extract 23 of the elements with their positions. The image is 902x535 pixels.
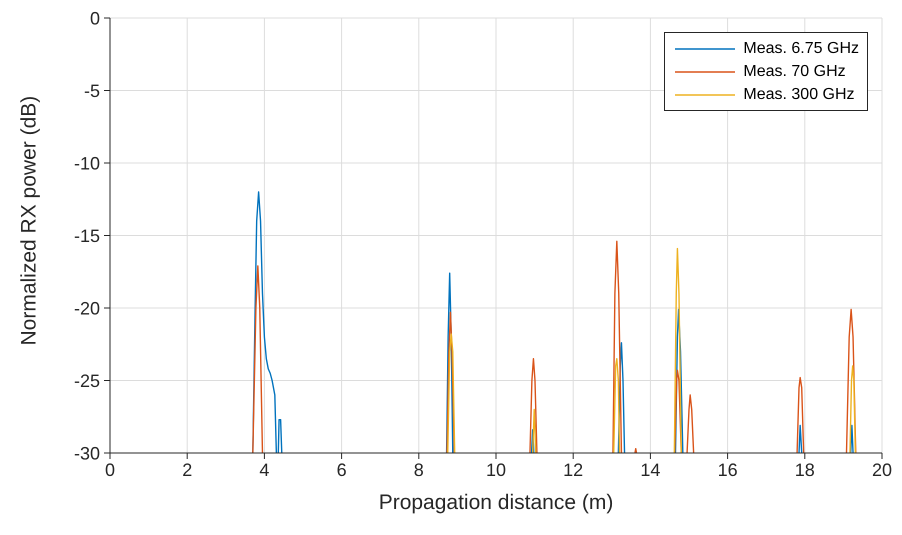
legend-label: Meas. 300 GHz <box>743 86 855 104</box>
legend-label: Meas. 70 GHz <box>743 62 846 80</box>
y-tick-label: 0 <box>90 8 100 28</box>
x-tick-label: 20 <box>872 460 892 480</box>
x-tick-label: 18 <box>794 460 815 480</box>
y-tick-label: -5 <box>84 80 100 101</box>
y-tick-label: -30 <box>74 443 100 464</box>
x-tick-label: 4 <box>259 460 270 480</box>
x-tick-label: 14 <box>640 460 660 480</box>
y-tick-label: -10 <box>74 153 100 174</box>
y-tick-label: -15 <box>74 226 100 246</box>
legend-label: Meas. 6.75 GHz <box>743 40 859 58</box>
x-tick-label: 12 <box>563 460 584 480</box>
x-tick-label: 0 <box>104 460 116 480</box>
y-axis-title: Normalized RX power (dB) <box>17 96 40 346</box>
x-axis-title: Propagation distance (m) <box>378 491 614 514</box>
y-tick-label: -20 <box>74 298 100 318</box>
y-tick-label: -25 <box>74 370 100 391</box>
x-tick-label: 8 <box>414 460 424 480</box>
x-tick-label: 10 <box>486 460 506 480</box>
x-tick-label: 6 <box>336 460 347 480</box>
x-tick-label: 2 <box>182 460 192 480</box>
x-tick-label: 16 <box>718 460 738 480</box>
